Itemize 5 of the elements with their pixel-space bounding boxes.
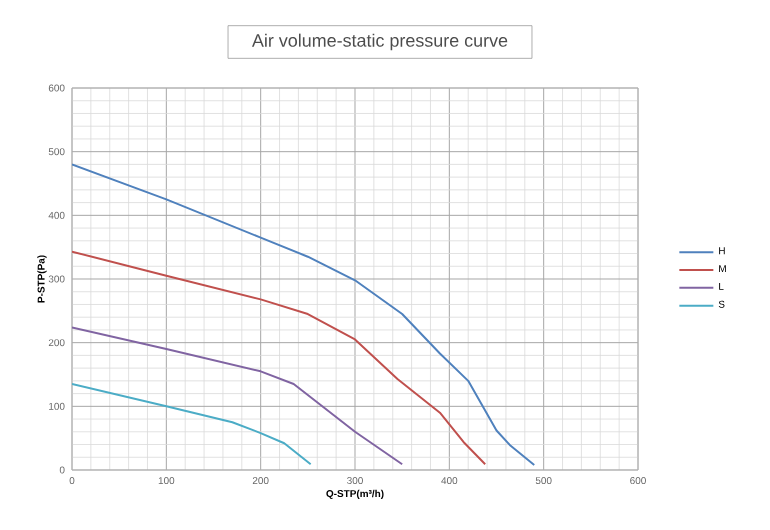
line-series [72, 250, 487, 466]
line-series [72, 326, 404, 466]
line-series [72, 163, 536, 466]
line-series [72, 383, 312, 466]
chart-title: Air volume-static pressure curve [251, 33, 508, 51]
